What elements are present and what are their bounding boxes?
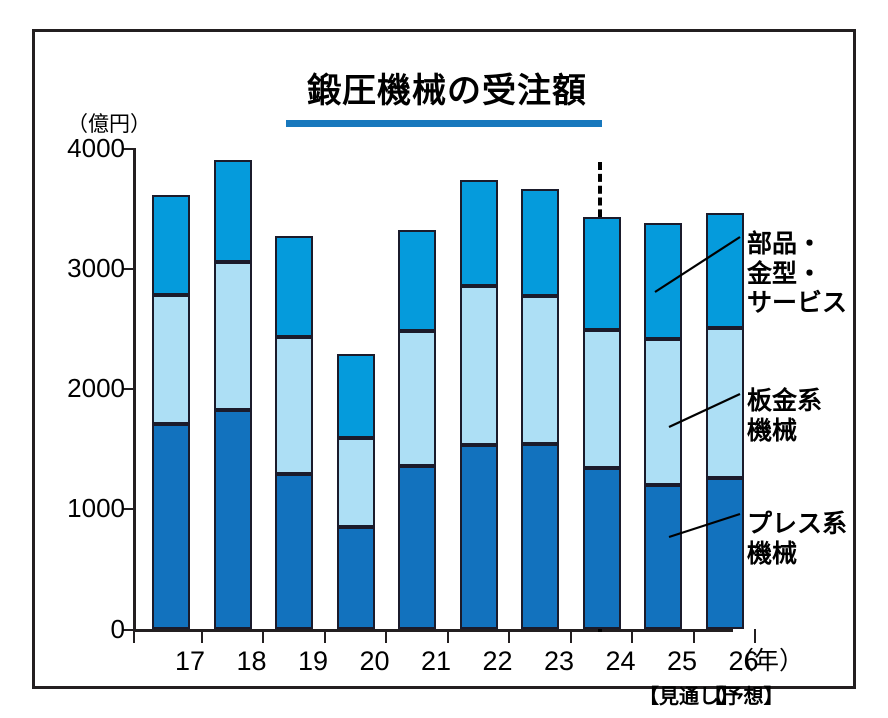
bar-segment-19-s0 [275, 473, 313, 629]
legend-parts-line1: 部品・ [747, 230, 823, 258]
x-tick-label-20: 20 [359, 646, 390, 676]
bar-segment-18-s0 [213, 410, 252, 629]
legend-parts-line3: サービス [747, 289, 848, 317]
x-tick-19 [323, 629, 326, 643]
bar-segment-18-s1 [213, 262, 252, 411]
x-tick-26 [754, 629, 757, 643]
bar-segment-25-s1 [644, 339, 682, 485]
y-axis-line [133, 148, 136, 632]
bar-segment-21-s1 [398, 330, 436, 467]
y-tick-label-2000: 2000 [67, 373, 125, 403]
bar-segment-17-s1 [152, 294, 190, 424]
title-underline [286, 120, 602, 127]
x-tick-21 [446, 629, 449, 643]
y-tick-label-0: 0 [110, 614, 125, 644]
legend-sheet-line2: 機械 [747, 416, 798, 445]
bar-segment-19-s1 [275, 337, 313, 474]
chart-frame: 鍛圧機械の受注額 （億円） 4000 3000 2000 1000 0 （年） … [32, 29, 856, 708]
y-tick-label-4000: 4000 [67, 133, 125, 163]
x-tick-25 [692, 629, 695, 643]
x-tick-24 [631, 629, 634, 643]
bar-segment-21-s2 [398, 229, 436, 331]
legend-label-press: プレス系 機械 [747, 510, 847, 569]
x-tick-20 [385, 629, 388, 643]
x-sub-label-26: 【予想】 [703, 686, 784, 708]
plot-area: 4000 3000 2000 1000 0 （年） 17 18 19 20 21 22 23… [67, 133, 804, 708]
bar-segment-20-s0 [336, 527, 375, 629]
bar-segment-26-s0 [705, 478, 744, 629]
bar-segment-20-s2 [336, 354, 375, 438]
x-tick-label-18: 18 [236, 646, 267, 676]
x-tick-label-24: 24 [605, 646, 636, 676]
y-tick-label-3000: 3000 [67, 253, 125, 283]
x-tick-label-22: 22 [482, 646, 513, 676]
bar-segment-26-s2 [705, 212, 744, 329]
legend-press-line1: プレス系 [747, 510, 848, 538]
x-sub-label-25: 【見通し】 [639, 686, 739, 708]
y-axis-unit-label: （億円） [67, 113, 151, 136]
x-tick-label-19: 19 [297, 646, 329, 676]
bar-segment-23-s0 [521, 443, 559, 629]
x-tick-label-17: 17 [174, 646, 206, 676]
bar-segment-20-s1 [336, 437, 375, 528]
bar-segment-17-s2 [152, 194, 190, 295]
x-tick-18 [262, 629, 265, 643]
bar-segment-24-s0 [582, 467, 621, 629]
x-tick-22 [508, 629, 511, 643]
y-tick-label-1000: 1000 [67, 493, 125, 523]
x-tick-label-21: 21 [420, 646, 452, 676]
legend-press-line2: 機械 [747, 539, 798, 568]
bar-segment-22-s0 [459, 445, 498, 629]
bar-segment-22-s2 [459, 180, 498, 287]
bar-segment-21-s0 [398, 466, 436, 629]
bar-segment-24-s1 [582, 329, 621, 468]
page-title: 鍛圧機械の受注額 [307, 72, 587, 110]
bar-segment-25-s2 [644, 222, 682, 340]
x-tick-origin [133, 629, 135, 643]
bar-segment-24-s2 [582, 216, 621, 330]
bar-segment-17-s0 [152, 423, 190, 629]
x-tick-label-26: 26 [728, 646, 759, 676]
x-tick-17 [200, 629, 203, 643]
bar-segment-26-s1 [705, 328, 744, 479]
x-axis-unit-label: （年） [729, 647, 805, 675]
bar-segment-25-s0 [644, 484, 682, 629]
bar-segment-19-s2 [275, 235, 313, 338]
x-tick-23 [569, 629, 572, 643]
bar-segment-23-s1 [521, 295, 559, 444]
bar-segment-23-s2 [521, 188, 559, 296]
bar-segment-18-s2 [213, 160, 252, 263]
legend-parts-line2: 金型・ [747, 259, 823, 288]
x-axis-line [133, 629, 733, 632]
legend-label-sheet: 板金系 機械 [747, 387, 822, 446]
x-tick-label-23: 23 [543, 646, 575, 676]
legend-sheet-line1: 板金系 [747, 387, 823, 415]
legend-label-parts: 部品・ 金型・ サービス [747, 230, 847, 319]
x-tick-label-25: 25 [666, 646, 698, 676]
bar-segment-22-s1 [459, 286, 498, 446]
